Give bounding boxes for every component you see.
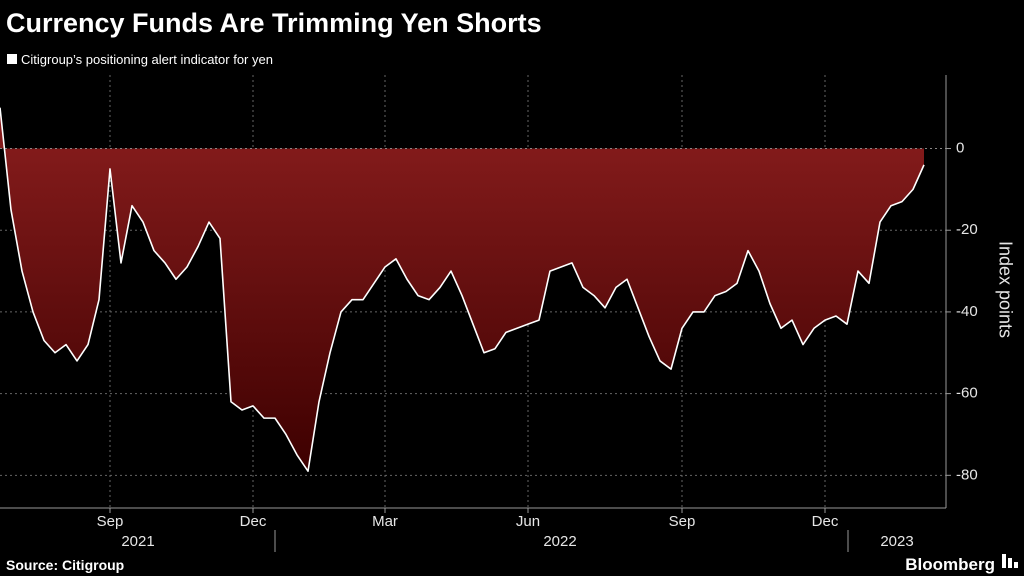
line bbox=[0, 107, 925, 473]
x-tick-label: Sep bbox=[669, 513, 696, 530]
chart-title: Currency Funds Are Trimming Yen Shorts bbox=[6, 8, 542, 38]
x-tick-label: Dec bbox=[240, 513, 267, 530]
brand-icon bbox=[1002, 554, 1018, 568]
y-tick-label: -80 bbox=[956, 466, 978, 483]
brand: Bloomberg bbox=[905, 555, 995, 574]
year-label: 2022 bbox=[543, 533, 576, 550]
x-tick-label: Mar bbox=[372, 513, 398, 530]
y-axis-label: Index points bbox=[995, 241, 1015, 338]
y-tick-label: 0 bbox=[956, 139, 964, 156]
x-tick-label: Dec bbox=[812, 513, 839, 530]
legend-label: Citigroup’s positioning alert indicator … bbox=[21, 52, 273, 67]
x-tick-label: Jun bbox=[516, 513, 540, 530]
source: Source: Citigroup bbox=[6, 557, 124, 573]
x-tick-label: Sep bbox=[97, 513, 124, 530]
year-label: 2023 bbox=[880, 533, 913, 550]
y-tick-label: -60 bbox=[956, 385, 978, 402]
legend-swatch bbox=[7, 54, 17, 64]
year-label: 2021 bbox=[121, 533, 154, 550]
y-tick-label: -20 bbox=[956, 221, 978, 238]
area bbox=[0, 107, 924, 472]
y-tick-label: -40 bbox=[956, 303, 978, 320]
